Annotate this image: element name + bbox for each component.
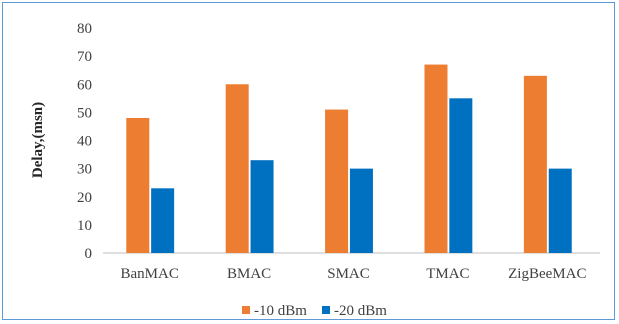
legend-swatch <box>322 306 330 314</box>
y-tick-label: 40 <box>77 134 92 150</box>
y-tick-label: 20 <box>77 190 92 206</box>
y-axis-label: Delay,(msn) <box>30 102 46 178</box>
y-axis-ticks: 0 10 20 30 40 50 60 70 80 <box>77 21 92 262</box>
bar-zigbeemac-series-2 <box>548 168 572 253</box>
bars <box>126 64 572 253</box>
x-tick-label: ZigBeeMAC <box>508 266 586 282</box>
x-tick-label: SMAC <box>327 266 370 282</box>
bar-tmac-series-2 <box>449 98 473 253</box>
x-tick-label: BMAC <box>227 266 271 282</box>
x-tick-label: TMAC <box>426 266 469 282</box>
legend-swatch <box>242 306 250 314</box>
bar-zigbeemac-series-1 <box>523 75 547 253</box>
y-tick-label: 80 <box>77 21 92 37</box>
bar-tmac-series-1 <box>424 64 448 253</box>
y-tick-label: 0 <box>85 246 93 262</box>
chart-frame <box>2 2 615 320</box>
bar-banmac-series-2 <box>151 188 175 253</box>
legend: -10 dBm -20 dBm <box>242 303 387 319</box>
bar-bmac-series-1 <box>225 84 249 253</box>
x-tick-label: BanMAC <box>121 266 179 282</box>
y-tick-label: 50 <box>77 105 92 121</box>
x-axis-ticks: BanMAC BMAC SMAC TMAC ZigBeeMAC <box>121 266 587 282</box>
y-tick-label: 60 <box>77 77 92 93</box>
y-tick-label: 70 <box>77 49 92 65</box>
legend-label: -20 dBm <box>334 303 387 319</box>
y-tick-label: 30 <box>77 162 92 178</box>
bar-banmac-series-1 <box>126 118 150 253</box>
y-tick-label: 10 <box>77 218 92 234</box>
bar-smac-series-1 <box>325 109 349 253</box>
legend-label: -10 dBm <box>254 303 307 319</box>
bar-smac-series-2 <box>349 168 373 253</box>
bar-bmac-series-2 <box>250 160 274 253</box>
